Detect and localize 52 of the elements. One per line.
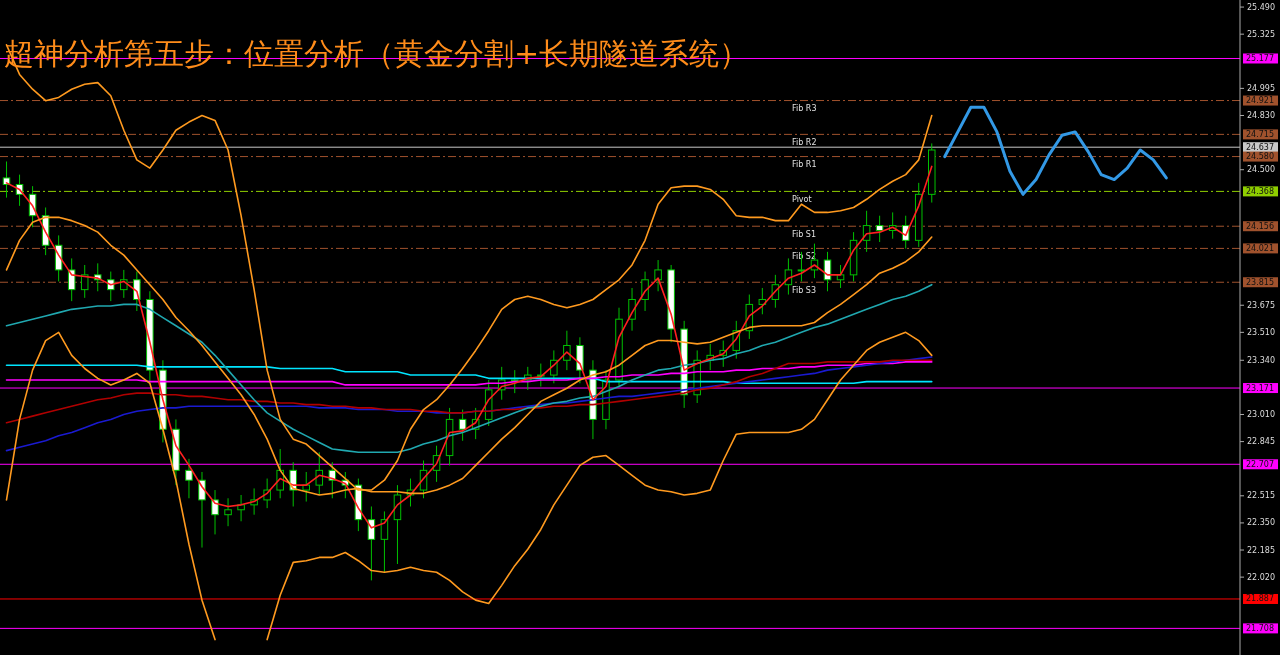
y-tick-label: 22.350 bbox=[1247, 518, 1275, 528]
candlestick bbox=[185, 458, 193, 499]
candlestick bbox=[198, 471, 206, 549]
candlestick bbox=[758, 287, 767, 315]
y-tick-label: 22.845 bbox=[1247, 437, 1275, 447]
line-series bbox=[943, 105, 1168, 196]
candlestick bbox=[315, 451, 324, 496]
candlestick bbox=[67, 257, 76, 302]
candlestick bbox=[224, 497, 232, 527]
y-tick-label: 25.490 bbox=[1247, 2, 1275, 12]
y-tick-label: 25.325 bbox=[1247, 29, 1275, 39]
y-tick-label: 22.185 bbox=[1247, 545, 1275, 555]
y-tick-label: 22.515 bbox=[1247, 491, 1275, 501]
candlestick bbox=[654, 259, 662, 292]
text: 24.368 bbox=[1246, 186, 1274, 196]
text: 23.815 bbox=[1246, 277, 1274, 287]
ref-line-label: Fib R3 bbox=[792, 104, 817, 114]
candlestick bbox=[367, 505, 376, 581]
ref-line-label: Fib S3 bbox=[792, 285, 817, 295]
text: 25.177 bbox=[1246, 53, 1274, 63]
y-tick-label: 24.500 bbox=[1247, 165, 1275, 175]
text: 24.715 bbox=[1246, 129, 1274, 139]
text: 23.171 bbox=[1246, 383, 1274, 393]
text: 24.156 bbox=[1246, 221, 1274, 231]
text: 24.637 bbox=[1246, 142, 1274, 152]
line-series bbox=[5, 359, 933, 424]
line-series bbox=[5, 356, 933, 452]
line-series bbox=[5, 283, 933, 454]
y-tick-label: 23.340 bbox=[1247, 355, 1275, 365]
text: 24.021 bbox=[1246, 243, 1274, 253]
y-tick-label: 22.020 bbox=[1247, 572, 1275, 582]
candlestick bbox=[302, 471, 310, 503]
candlestick bbox=[641, 271, 649, 312]
ref-line-label: Pivot bbox=[792, 194, 812, 204]
ref-line-label: Fib R1 bbox=[792, 160, 817, 170]
candlestick bbox=[211, 489, 219, 535]
y-tick-label: 23.510 bbox=[1247, 327, 1275, 337]
ref-line-label: Fib S1 bbox=[792, 229, 817, 239]
y-tick-label: 24.995 bbox=[1247, 83, 1275, 93]
candlestick bbox=[875, 215, 884, 243]
y-tick-label: 24.830 bbox=[1247, 110, 1275, 120]
candlestick bbox=[862, 210, 871, 253]
text: 24.921 bbox=[1246, 96, 1274, 106]
text: 21.887 bbox=[1246, 594, 1274, 604]
candlestick bbox=[458, 409, 467, 442]
ref-line-label: Fib R2 bbox=[792, 137, 817, 147]
candlestick bbox=[80, 264, 89, 299]
y-tick-label: 23.010 bbox=[1247, 409, 1275, 419]
text: 24.580 bbox=[1246, 152, 1274, 162]
text: 22.707 bbox=[1246, 459, 1274, 469]
text: 21.708 bbox=[1246, 623, 1274, 633]
y-tick-label: 23.675 bbox=[1247, 300, 1275, 310]
